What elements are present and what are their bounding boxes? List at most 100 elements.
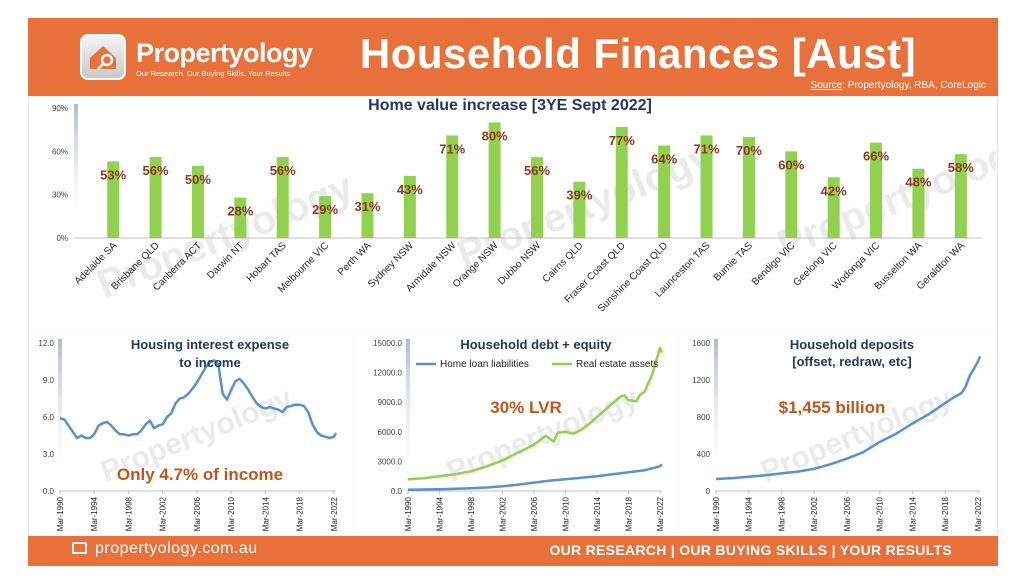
bar-data-label: 56% <box>270 163 296 178</box>
footer-url-text: propertyology.com.au <box>95 540 258 557</box>
bar <box>488 122 501 238</box>
x-category-label: Burnie TAS <box>712 240 756 284</box>
y-tick-label: 1600 <box>692 339 710 348</box>
bar-data-label: 56% <box>143 163 169 178</box>
bar-data-label: 56% <box>524 163 550 178</box>
x-tick-label: Mar-2002 <box>810 496 819 531</box>
x-tick-label: Mar-1994 <box>745 496 754 531</box>
y-tick-label: 0.0 <box>43 487 55 496</box>
legend-label: Real estate assets <box>576 359 658 370</box>
bar-data-label: 50% <box>185 172 211 187</box>
bar-data-label: 80% <box>482 128 508 143</box>
source-text: : Propertyology, RBA, CoreLogic <box>842 80 986 91</box>
x-tick-label: Mar-2006 <box>843 496 852 531</box>
x-category-label: Perth WA <box>336 240 374 278</box>
x-tick-label: Mar-2018 <box>941 496 950 531</box>
x-tick-label: Mar-2018 <box>625 496 634 531</box>
source-label: Source <box>810 80 843 91</box>
y-tick-label: 9000.0 <box>378 398 403 407</box>
bar-data-label: 71% <box>439 141 465 156</box>
bar-data-label: 71% <box>694 141 720 156</box>
y-tick-label: 3000.0 <box>378 457 403 466</box>
house-magnifier-icon <box>90 46 116 70</box>
bar <box>319 196 332 238</box>
chart-annotation: Only 4.7% of income <box>117 465 283 484</box>
bar <box>912 168 925 238</box>
interest-expense-chart-panel: Propertyology 0.0 3.0 6.0 9.0 12.0 Mar-1990 Mar… <box>30 334 352 536</box>
y-tick-label: 9.0 <box>43 376 55 385</box>
bar <box>870 142 883 238</box>
x-tick-label: Mar-1990 <box>56 496 65 531</box>
x-tick-label: Mar-1990 <box>404 496 413 531</box>
home-value-bar-chart: PropertyologyPropertyologyPropertyologyH… <box>52 98 996 315</box>
bar-data-label: 77% <box>609 133 635 148</box>
home-value-chart-panel: PropertyologyPropertyologyPropertyologyH… <box>30 98 996 332</box>
bar-data-label: 31% <box>354 199 380 214</box>
x-tick-label: Mar-2022 <box>330 496 339 531</box>
bar-data-label: 66% <box>863 149 889 164</box>
bar-data-label: 48% <box>905 175 931 190</box>
debt-equity-line-chart: Propertyology0.03000.06000.09000.012000.… <box>373 337 665 531</box>
x-category-label: Cairns QLD <box>541 240 586 285</box>
chart-annotation: 30% LVR <box>490 398 562 417</box>
monitor-icon <box>72 542 87 554</box>
y-tick-label: 6000.0 <box>378 428 403 437</box>
y-axis-gradient-bar <box>714 339 718 491</box>
x-tick-label: Mar-2022 <box>656 496 665 531</box>
deposits-chart-panel: Propertyology 0 400 800 1200 1600 Mar-1990 Mar-… <box>680 334 996 536</box>
y-tick-label: 1200 <box>692 376 710 385</box>
chart-title: to income <box>179 355 240 370</box>
y-tick-label: 30% <box>52 191 68 200</box>
y-tick-label: 0 <box>706 487 711 496</box>
bar <box>573 181 586 238</box>
x-tick-label: Mar-1998 <box>467 496 476 531</box>
bar-data-label: 64% <box>651 152 677 167</box>
bar <box>149 157 162 238</box>
footer-tagline: OUR RESEARCH | OUR BUYING SKILLS | YOUR … <box>549 542 952 558</box>
bar-data-label: 43% <box>397 182 423 197</box>
bar <box>827 177 840 238</box>
y-tick-label: 12000.0 <box>373 369 402 378</box>
x-tick-label: Mar-1998 <box>124 496 133 531</box>
bar-data-label: 53% <box>100 167 126 182</box>
series-line <box>407 346 664 481</box>
y-tick-label: 400 <box>697 450 711 459</box>
y-axis-gradient-bar <box>58 339 62 491</box>
bar-data-label: 58% <box>948 160 974 175</box>
chart-title: Home value increase [3YE Sept 2022] <box>368 98 652 114</box>
chart-title: Household deposits <box>790 337 914 352</box>
y-tick-label: 6.0 <box>43 413 55 422</box>
y-tick-label: 12.0 <box>38 339 54 348</box>
y-tick-label: 90% <box>52 104 68 113</box>
chart-title: [offset, redraw, etc] <box>792 354 911 369</box>
x-tick-label: Mar-1994 <box>436 496 445 531</box>
y-tick-label: 15000.0 <box>373 339 402 348</box>
bar-data-label: 70% <box>736 143 762 158</box>
chart-annotation: $1,455 billion <box>779 398 886 417</box>
bar <box>361 193 374 238</box>
logo-house-icon <box>80 34 126 80</box>
series-line <box>407 463 663 492</box>
logo-wordmark: Propertyology <box>136 38 313 68</box>
y-tick-label: 800 <box>697 413 711 422</box>
bar-data-label: 28% <box>227 204 253 219</box>
y-axis-gradient-bar <box>74 104 78 238</box>
y-tick-label: 0.0 <box>391 487 403 496</box>
source-note: Source: Propertyology, RBA, CoreLogic <box>811 80 986 91</box>
bar <box>658 145 671 238</box>
legend-label: Home loan liabilities <box>440 359 529 370</box>
bar <box>191 165 204 238</box>
bar-data-label: 60% <box>778 157 804 172</box>
bar-data-label: 42% <box>821 183 847 198</box>
bar <box>700 135 713 238</box>
bar <box>276 157 289 238</box>
x-tick-label: Mar-2018 <box>296 496 305 531</box>
bar <box>107 161 120 238</box>
bar <box>446 135 459 238</box>
bar <box>954 154 967 238</box>
x-tick-label: Mar-1990 <box>712 496 721 531</box>
x-tick-label: Mar-2010 <box>876 496 885 531</box>
x-tick-label: Mar-1998 <box>777 496 786 531</box>
footer-website-link[interactable]: propertyology.com.au <box>72 540 258 558</box>
x-tick-label: Mar-2002 <box>159 496 168 531</box>
